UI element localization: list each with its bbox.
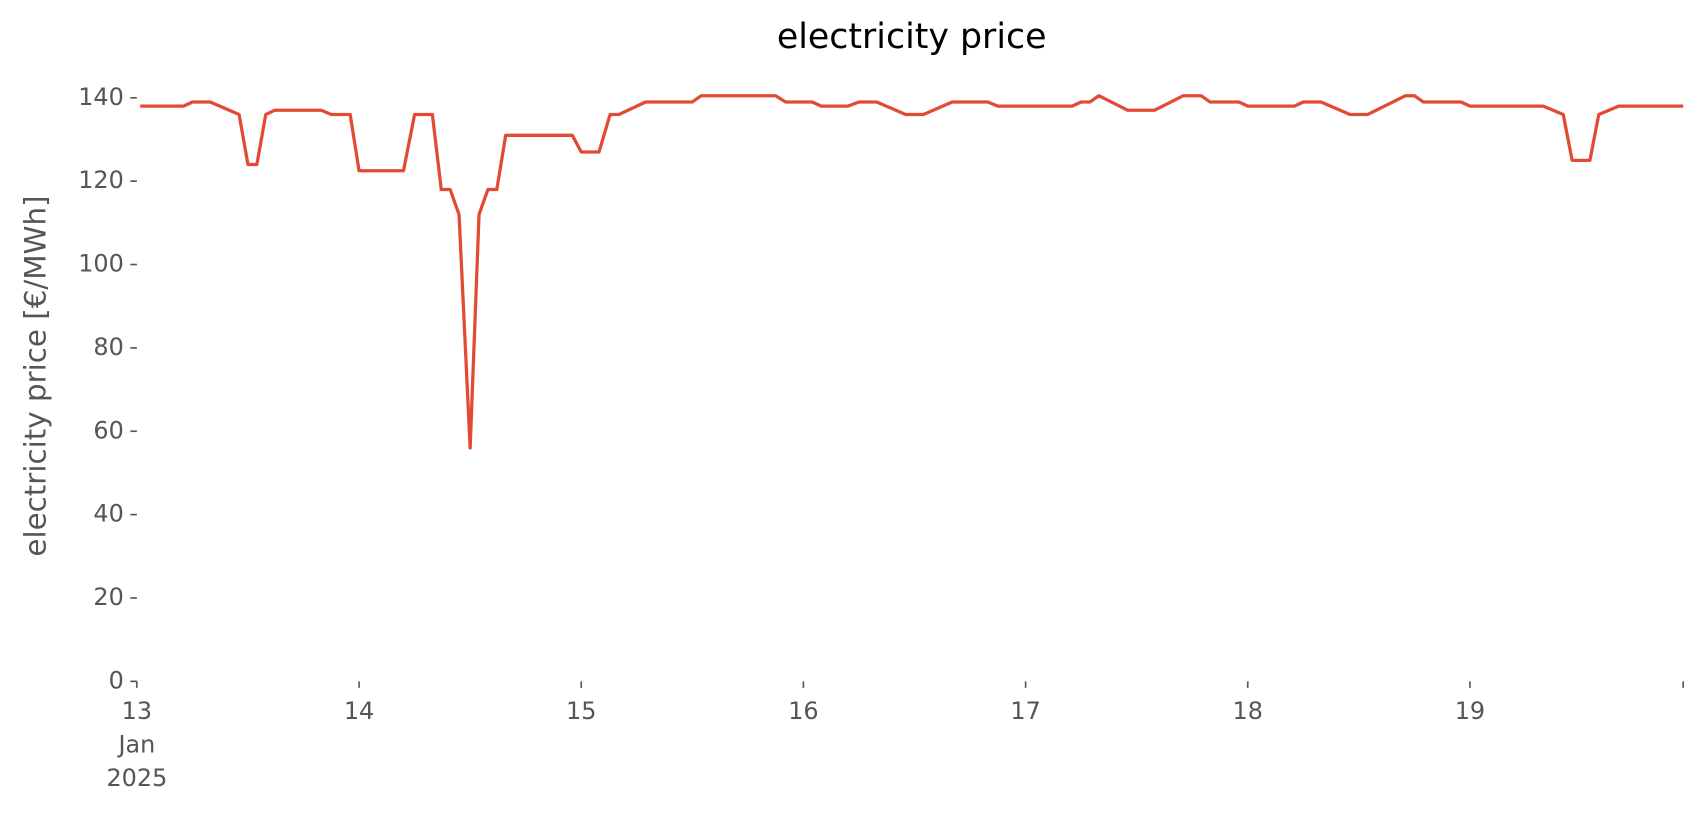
y-tick-label: 40 [93, 500, 123, 528]
x-tick-label: 13 Jan 2025 [106, 697, 167, 792]
y-axis-label: electricity price [€/MWh] [18, 195, 52, 556]
x-tick-label: 18 [1233, 697, 1263, 725]
y-tick-label: 140 [78, 83, 124, 111]
x-tick-label: 15 [566, 697, 596, 725]
price-line [140, 94, 1684, 450]
y-tick-label: 80 [93, 333, 123, 361]
x-tick-label: 14 [344, 697, 374, 725]
y-tick-label: 60 [93, 416, 123, 444]
y-tick-label: 0 [109, 666, 124, 694]
y-tick-label: 120 [78, 166, 124, 194]
x-tick-label: 16 [788, 697, 818, 725]
chart-title: electricity price [777, 17, 1047, 57]
y-tick-label: 20 [93, 583, 123, 611]
x-tick-label: 19 [1455, 697, 1485, 725]
x-tick-label: 17 [1010, 697, 1040, 725]
y-tick-label: 100 [78, 250, 124, 278]
